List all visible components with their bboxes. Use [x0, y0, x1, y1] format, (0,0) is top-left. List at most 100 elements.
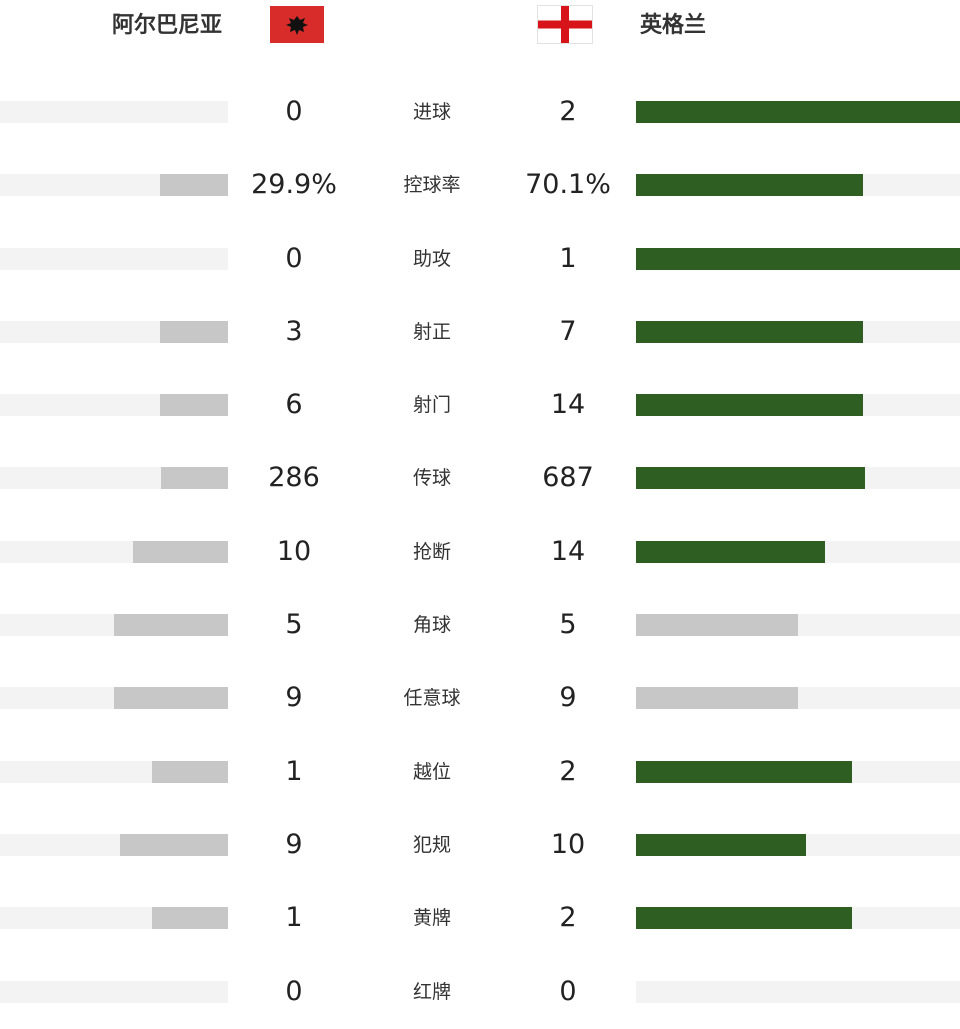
away-stat-value: 2: [559, 755, 577, 787]
home-stat-bar-track: [0, 760, 228, 783]
home-stat-value: 0: [285, 975, 303, 1007]
home-stat-value: 1: [285, 902, 303, 934]
stat-row: 5 角球 5: [0, 587, 960, 660]
stat-row: 0 进球 2: [0, 74, 960, 147]
away-stat-bar-fill: [636, 101, 960, 123]
away-team-name: 英格兰: [640, 13, 707, 38]
home-stat-bar-fill: [152, 760, 228, 783]
stat-row: 9 任意球 9: [0, 660, 960, 733]
stat-label: 射正: [412, 320, 451, 343]
stat-row: 29.9% 控球率 70.1%: [0, 147, 960, 220]
home-stat-bar-track: [0, 320, 228, 343]
stat-label: 抢断: [412, 540, 451, 563]
away-stat-bar-track: [636, 174, 960, 197]
away-stat-bar-track: [636, 907, 960, 930]
away-stat-value: 7: [559, 315, 577, 347]
away-stat-bar-track: [636, 320, 960, 343]
home-stat-value: 5: [285, 609, 303, 641]
home-stat-bar-fill: [114, 614, 228, 637]
away-stat-value: 70.1%: [525, 169, 611, 201]
home-stat-bar-track: [0, 394, 228, 417]
stat-label: 红牌: [412, 980, 451, 1003]
home-stat-value: 10: [276, 535, 312, 567]
home-stat-value: 0: [285, 242, 303, 274]
away-stat-value: 1: [559, 242, 577, 274]
home-stat-bar-track: [0, 174, 228, 197]
stat-row: 1 越位 2: [0, 734, 960, 807]
away-stat-bar-fill: [636, 247, 960, 270]
stat-row: 0 红牌 0: [0, 954, 960, 1027]
away-stat-bar-fill: [636, 540, 825, 563]
stat-row: 9 犯规 10: [0, 807, 960, 880]
stat-label: 传球: [412, 467, 451, 490]
home-stat-bar-track: [0, 540, 228, 563]
stat-label: 进球: [412, 101, 451, 123]
away-stat-value: 14: [550, 535, 586, 567]
home-stat-bar-fill: [152, 907, 228, 930]
away-stat-value: 687: [542, 462, 594, 494]
stat-label: 越位: [412, 760, 451, 783]
away-stat-value: 5: [559, 609, 577, 641]
home-stat-bar-track: [0, 907, 228, 930]
away-stat-bar-fill: [636, 394, 863, 417]
stats-list: 0 进球 2 29.9% 控球率 70.1% 0 助攻 1 3 射正 7 6 射门 14 286 传球 687 10…: [0, 74, 960, 1027]
stat-label: 犯规: [412, 833, 451, 856]
away-stat-value: 14: [550, 389, 586, 421]
home-stat-value: 0: [285, 96, 303, 127]
home-stat-bar-track: [0, 687, 228, 710]
home-stat-bar-fill: [132, 540, 228, 563]
stat-row: 0 助攻 1: [0, 221, 960, 294]
home-stat-bar-track: [0, 980, 228, 1003]
stat-row: 6 射门 14: [0, 367, 960, 440]
home-stat-bar-track: [0, 614, 228, 637]
away-stat-bar-fill: [636, 614, 798, 637]
away-stat-bar-fill: [636, 907, 853, 930]
away-stat-bar-track: [636, 614, 960, 637]
home-stat-bar-fill: [119, 833, 228, 856]
away-stat-value: 2: [559, 96, 577, 127]
home-stat-bar-track: [0, 247, 228, 270]
away-stat-value: 10: [550, 828, 586, 860]
stat-row: 10 抢断 14: [0, 514, 960, 587]
away-stat-bar-fill: [636, 320, 863, 343]
home-stat-bar-track: [0, 101, 228, 123]
home-stat-bar-track: [0, 467, 228, 490]
albania-flag-icon: [270, 6, 324, 43]
stat-label: 黄牌: [412, 907, 451, 930]
stat-label: 助攻: [412, 247, 451, 270]
away-stat-bar-track: [636, 833, 960, 856]
stat-row: 1 黄牌 2: [0, 880, 960, 953]
home-stat-value: 3: [285, 315, 303, 347]
stat-label: 射门: [412, 394, 451, 417]
away-stat-bar-fill: [636, 760, 853, 783]
away-stat-value: 2: [559, 902, 577, 934]
home-stat-bar-fill: [159, 320, 228, 343]
home-stat-value: 9: [285, 682, 303, 714]
away-stat-bar-fill: [636, 174, 864, 197]
stat-label: 控球率: [403, 174, 461, 197]
home-stat-bar-fill: [159, 394, 228, 417]
home-stat-bar-fill: [159, 174, 228, 197]
home-stat-value: 9: [285, 828, 303, 860]
home-team-name: 阿尔巴尼亚: [111, 13, 222, 38]
away-stat-bar-track: [636, 101, 960, 123]
away-stat-bar-track: [636, 980, 960, 1003]
england-flag-icon: [537, 5, 593, 44]
stat-row: 286 传球 687: [0, 440, 960, 513]
home-stat-value: 1: [285, 755, 303, 787]
away-stat-bar-track: [636, 394, 960, 417]
away-stat-bar-track: [636, 687, 960, 710]
home-stat-value: 286: [268, 462, 320, 494]
home-stat-bar-fill: [114, 687, 228, 710]
match-header: 阿尔巴尼亚 英格兰: [0, 0, 960, 60]
away-stat-bar-track: [636, 540, 960, 563]
away-stat-bar-track: [636, 247, 960, 270]
stat-label: 任意球: [403, 687, 461, 710]
stat-row: 3 射正 7: [0, 294, 960, 367]
home-stat-value: 29.9%: [251, 169, 337, 201]
home-stat-bar-fill: [160, 467, 228, 490]
away-stat-value: 0: [559, 975, 577, 1007]
home-stat-bar-track: [0, 833, 228, 856]
away-stat-bar-fill: [636, 833, 807, 856]
away-stat-bar-fill: [636, 467, 865, 490]
